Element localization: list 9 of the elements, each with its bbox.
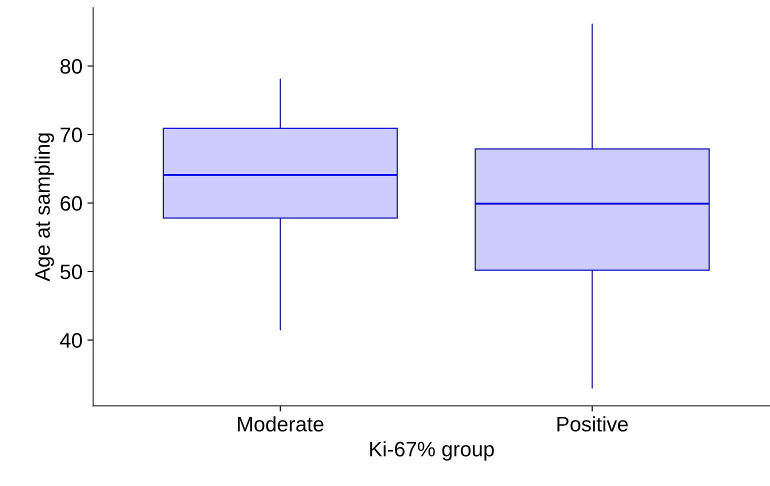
x-tick-label: Positive — [557, 416, 628, 432]
y-tick-label: 50 — [60, 264, 82, 280]
y-tick-label: 80 — [60, 59, 82, 74]
y-tick-label: 70 — [60, 128, 82, 142]
x-axis-title: Ki-67% group — [370, 441, 494, 461]
y-axis-title: Age at sampling — [34, 133, 54, 282]
y-tick-label: 60 — [60, 196, 82, 211]
x-tick-label: Moderate — [238, 416, 324, 432]
y-tick-label: 40 — [60, 333, 82, 348]
